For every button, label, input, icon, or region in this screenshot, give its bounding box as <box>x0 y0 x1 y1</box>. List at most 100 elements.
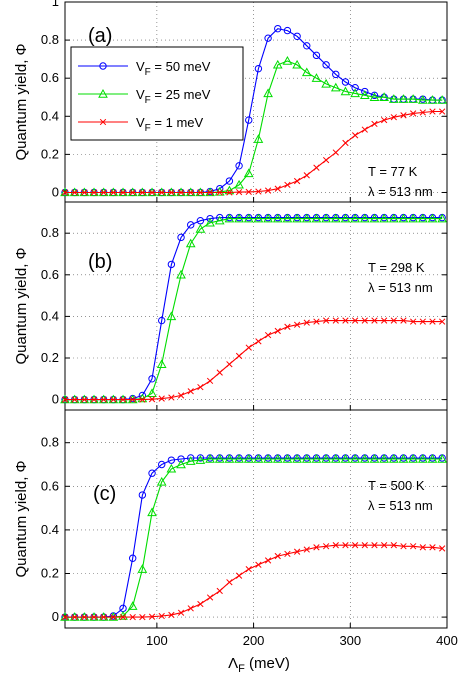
data-point <box>177 189 185 196</box>
data-point <box>437 454 448 463</box>
data-point <box>177 455 185 463</box>
data-point <box>245 116 253 124</box>
data-point <box>255 561 262 568</box>
data-point <box>330 213 341 223</box>
legend-label: VF = 1 meV <box>136 115 203 134</box>
series-line <box>65 458 443 618</box>
y-tick-label: 0.8 <box>41 32 59 47</box>
data-point <box>369 92 380 101</box>
data-point <box>234 213 244 223</box>
data-point <box>235 188 243 196</box>
legend-entry: VF = 50 meV <box>78 59 211 78</box>
data-point <box>303 319 310 326</box>
series-3 <box>61 317 446 403</box>
data-point <box>272 454 283 463</box>
data-point <box>137 564 148 573</box>
data-point <box>119 613 127 621</box>
y-tick-label: 0.4 <box>41 308 59 323</box>
data-point <box>292 59 302 69</box>
data-point <box>390 114 397 121</box>
data-point <box>147 388 157 398</box>
data-point <box>321 454 331 463</box>
data-point <box>322 61 330 69</box>
data-point <box>390 317 397 324</box>
x-tick-label: 400 <box>436 633 458 648</box>
data-point <box>216 369 223 376</box>
y-tick-label: 0.2 <box>41 566 59 581</box>
data-point <box>400 543 407 550</box>
data-point <box>350 88 360 98</box>
data-point <box>284 550 291 558</box>
data-point <box>119 396 127 403</box>
data-point <box>168 394 175 401</box>
data-point <box>321 78 331 88</box>
data-point <box>274 327 281 335</box>
data-point <box>158 316 166 325</box>
data-point <box>369 454 380 463</box>
legend-marker <box>98 88 108 98</box>
data-point <box>330 454 341 463</box>
data-point <box>263 454 273 463</box>
data-point <box>379 213 389 223</box>
data-point <box>139 613 146 621</box>
data-point <box>332 70 340 79</box>
data-point <box>158 395 165 402</box>
data-point <box>196 217 205 225</box>
legend-entry: VF = 1 meV <box>78 115 203 134</box>
data-point <box>139 189 146 196</box>
data-point <box>148 375 156 383</box>
data-point <box>254 64 263 73</box>
data-point <box>419 544 426 551</box>
data-point <box>417 213 428 223</box>
data-point <box>408 454 419 463</box>
series-line <box>65 110 443 194</box>
data-point <box>234 179 244 189</box>
data-point <box>427 454 438 463</box>
data-point <box>235 162 243 170</box>
data-point <box>245 565 252 573</box>
data-point <box>195 455 206 464</box>
data-point <box>293 177 301 185</box>
data-point <box>379 454 389 463</box>
data-point <box>127 601 138 610</box>
annotation-line: λ = 513 nm <box>368 498 433 513</box>
data-point <box>158 189 165 196</box>
data-point <box>340 86 351 96</box>
plot-frame <box>64 409 448 629</box>
data-point <box>110 189 117 196</box>
y-axis-label: Quantum yield, Φ <box>13 460 30 577</box>
data-point <box>409 543 417 550</box>
data-point <box>156 476 167 486</box>
data-point <box>195 224 206 233</box>
data-point <box>156 359 167 368</box>
data-point <box>226 361 233 368</box>
data-point <box>359 454 370 463</box>
data-point <box>272 59 283 69</box>
y-tick-label: 0 <box>52 392 59 407</box>
data-point <box>243 213 254 223</box>
data-point <box>321 213 331 223</box>
data-point <box>61 396 69 403</box>
data-point <box>371 542 378 549</box>
series-3 <box>61 108 446 196</box>
data-point <box>177 233 185 242</box>
data-point <box>263 88 273 98</box>
data-point <box>293 321 301 328</box>
data-point <box>419 318 426 325</box>
data-point <box>388 213 399 223</box>
data-point <box>359 213 370 223</box>
data-point <box>214 454 225 463</box>
data-point <box>119 189 127 196</box>
data-point <box>342 139 349 147</box>
data-point <box>168 611 175 619</box>
data-point <box>313 544 320 551</box>
data-point <box>187 221 195 229</box>
data-point <box>185 238 196 248</box>
data-point <box>235 572 243 579</box>
data-point <box>166 463 177 473</box>
data-point <box>206 377 214 385</box>
data-point <box>390 542 397 549</box>
data-point <box>311 73 322 82</box>
data-point <box>255 188 262 195</box>
